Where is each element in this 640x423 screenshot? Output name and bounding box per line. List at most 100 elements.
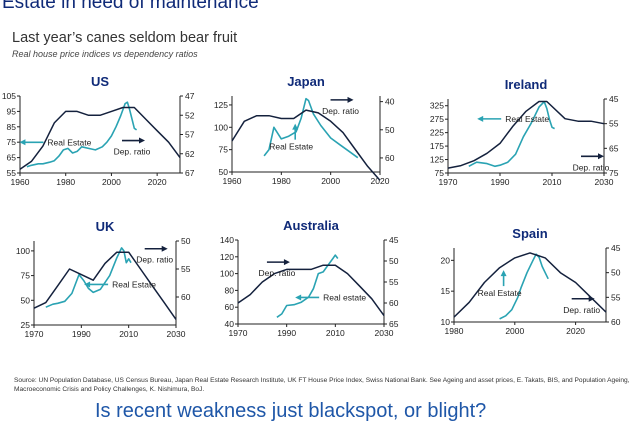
annotation-label: Dep. ratio (259, 268, 296, 278)
x-tick-label: 1990 (491, 177, 510, 187)
y-left-tick-label: 325 (430, 101, 444, 111)
real-estate-line (263, 97, 359, 159)
annotation-label: Dep. ratio (322, 106, 359, 116)
annotation-arrowhead (347, 96, 354, 103)
y-right-tick-label: 50 (611, 268, 621, 278)
y-left-tick-label: 125 (430, 155, 444, 165)
annotation-label: Dep. ratio (573, 162, 610, 172)
x-tick-label: 2030 (167, 329, 186, 339)
y-left-tick-label: 65 (7, 153, 17, 163)
real-estate-line (468, 100, 555, 168)
y-right-tick-label: 60 (385, 153, 395, 163)
y-left-tick-label: 100 (16, 246, 30, 256)
x-tick-label: 1970 (229, 328, 248, 338)
y-right-tick-label: 45 (611, 243, 621, 253)
x-tick-label: 2000 (102, 177, 121, 187)
x-tick-label: 2010 (326, 328, 345, 338)
real-estate-line (45, 247, 132, 308)
annotation-arrowhead (295, 294, 302, 301)
panel-title: US (91, 74, 109, 89)
x-tick-label: 1970 (25, 329, 44, 339)
y-left-tick-label: 40 (225, 319, 235, 329)
y-right-tick-label: 40 (385, 97, 395, 107)
x-tick-label: 2030 (595, 177, 614, 187)
x-tick-label: 2020 (371, 176, 390, 186)
y-right-tick-label: 60 (181, 292, 191, 302)
x-tick-label: 2010 (119, 329, 138, 339)
dependency-ratio-line (19, 106, 181, 170)
annotation-arrowhead (161, 245, 168, 252)
top-title: Estate in need of maintenance (2, 0, 259, 13)
y-left-tick-label: 10 (441, 317, 451, 327)
y-left-tick-label: 85 (7, 122, 17, 132)
y-right-tick-label: 60 (611, 317, 621, 327)
real-estate-line (276, 254, 339, 318)
dependency-ratio-line (447, 100, 605, 169)
annotation-arrowhead (598, 153, 604, 160)
annotation-label: Dep. ratio (114, 147, 151, 157)
annotation-arrowhead (292, 123, 299, 130)
y-left-tick-label: 140 (220, 235, 234, 245)
y-left-tick-label: 75 (219, 145, 229, 155)
chart-panel-1: US 55 65 75 85 95 105 47 52 57 62 67 1960 1980 2000 202… (2, 74, 195, 187)
panel-title: Spain (512, 226, 547, 241)
annotation-arrowhead (500, 270, 507, 277)
y-right-tick-label: 50 (385, 125, 395, 135)
y-left-tick-label: 50 (219, 167, 229, 177)
y-right-tick-label: 57 (185, 130, 195, 140)
x-tick-label: 1990 (277, 328, 296, 338)
x-tick-label: 2020 (148, 177, 167, 187)
annotation-label: Real Estate (269, 142, 313, 152)
dependency-ratio-line (237, 264, 385, 317)
x-tick-label: 1980 (445, 326, 464, 336)
chart-panel-2: Japan 50 75 100 125 40 50 60 1960 1980 2000 2020 Dep… (214, 74, 395, 186)
annotation-label: Real Estate (47, 137, 91, 147)
panel-title: Australia (283, 218, 339, 233)
annotation-label: Dep. ratio (136, 255, 173, 265)
x-tick-label: 1990 (72, 329, 91, 339)
dependency-ratio-line (33, 251, 177, 320)
y-right-tick-label: 45 (609, 94, 619, 104)
chart-panel-5: Australia 40 60 80 100 120 140 45 50 55 60 65 1970 19… (220, 218, 399, 338)
x-tick-label: 1960 (11, 177, 30, 187)
y-left-tick-label: 55 (7, 168, 17, 178)
annotation-arrowhead (19, 139, 26, 146)
annotation-arrowhead (588, 295, 595, 302)
annotation-arrowhead (477, 115, 484, 122)
y-right-tick-label: 75 (609, 168, 619, 178)
x-tick-label: 1970 (439, 177, 458, 187)
y-right-tick-label: 67 (185, 168, 195, 178)
y-left-tick-label: 60 (225, 302, 235, 312)
annotation-arrowhead (283, 259, 290, 266)
chart-panel-4: UK 25 50 75 100 50 55 60 1970 1990 2010 2030 Real Es… (16, 219, 191, 339)
x-tick-label: 2000 (505, 326, 524, 336)
annotation-label: Real Estate (505, 114, 549, 124)
y-right-tick-label: 47 (185, 91, 195, 101)
y-left-tick-label: 20 (441, 255, 451, 265)
y-right-tick-label: 52 (185, 110, 195, 120)
y-left-tick-label: 25 (21, 320, 31, 330)
y-right-tick-label: 55 (181, 264, 191, 274)
y-left-tick-label: 175 (430, 141, 444, 151)
annotation-label: Real Estate (112, 279, 156, 289)
y-right-tick-label: 55 (611, 292, 621, 302)
bottom-question: Is recent weakness just blackspot, or bl… (95, 400, 487, 422)
y-left-tick-label: 105 (2, 91, 16, 101)
y-left-tick-label: 15 (441, 286, 451, 296)
panel-title: Ireland (505, 77, 548, 92)
y-right-tick-label: 65 (609, 143, 619, 153)
y-right-tick-label: 55 (389, 277, 399, 287)
x-tick-label: 1960 (223, 176, 242, 186)
y-left-tick-label: 225 (430, 128, 444, 138)
x-tick-label: 2010 (543, 177, 562, 187)
x-tick-label: 2030 (375, 328, 394, 338)
y-right-tick-label: 50 (389, 256, 399, 266)
annotation-arrowhead (139, 137, 145, 144)
chart-main-title: Last year’s canes seldom bear fruit (12, 30, 238, 46)
chart-panel-6: Spain 10 15 20 45 50 55 60 1980 2000 2020 Real Esta… (441, 226, 621, 336)
dependency-ratio-line (231, 109, 381, 181)
x-tick-label: 2020 (566, 326, 585, 336)
annotation-arrowhead (84, 281, 91, 288)
